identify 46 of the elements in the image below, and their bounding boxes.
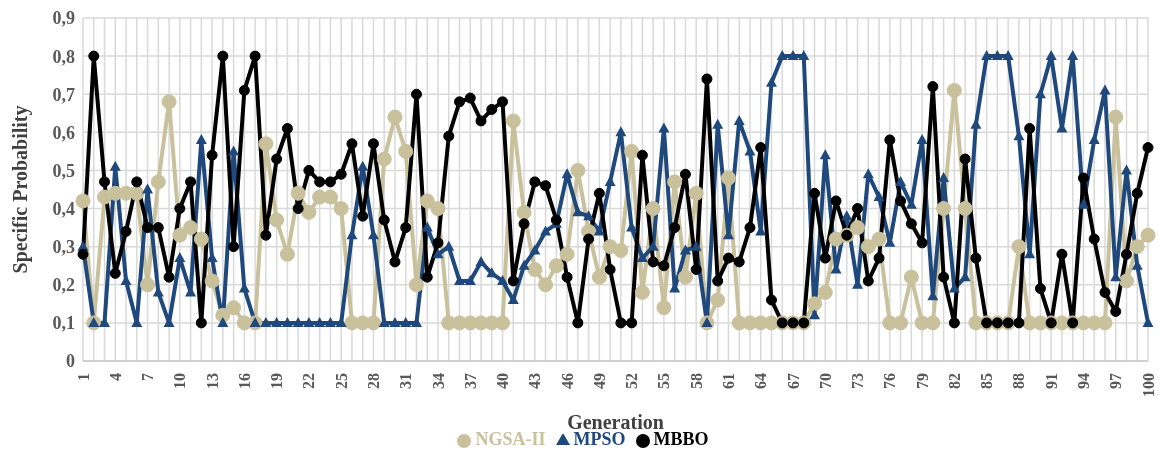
- x-tick-label: 52: [623, 373, 641, 389]
- x-tick-label: 1: [74, 373, 92, 381]
- legend-label: NGSA-II: [475, 429, 546, 449]
- x-tick-label: 10: [171, 373, 189, 389]
- x-tick-label: 4: [106, 373, 124, 381]
- x-tick-label: 67: [784, 373, 802, 389]
- x-tick-label: 64: [752, 373, 770, 389]
- y-tick-label: 0,5: [52, 160, 75, 181]
- x-tick-label: 7: [139, 373, 157, 381]
- x-tick-label: 94: [1074, 373, 1092, 389]
- x-tick-label: 76: [881, 373, 899, 389]
- x-tick-label: 85: [978, 373, 996, 389]
- y-tick-label: 0,7: [52, 84, 75, 105]
- x-tick-label: 79: [913, 373, 931, 389]
- y-tick-label: 0,4: [52, 198, 75, 219]
- x-tick-label: 73: [849, 373, 867, 389]
- y-tick-label: 0,8: [52, 46, 75, 67]
- x-tick-label: 22: [300, 373, 318, 389]
- x-tick-label: 61: [719, 373, 737, 389]
- x-tick-label: 13: [203, 373, 221, 389]
- x-tick-label: 58: [687, 373, 705, 389]
- x-tick-label: 91: [1042, 373, 1060, 389]
- x-tick-label: 100: [1139, 373, 1157, 397]
- y-tick-label: 0,6: [52, 122, 75, 143]
- y-tick-label: 0,1: [52, 313, 75, 334]
- x-tick-label: 40: [494, 373, 512, 389]
- x-tick-label: 88: [1010, 373, 1028, 389]
- y-tick-label: 0: [66, 351, 75, 372]
- x-tick-label: 34: [429, 373, 447, 389]
- x-tick-label: 19: [268, 373, 286, 389]
- x-tick-label: 25: [332, 373, 350, 389]
- y-tick-label: 0,2: [52, 275, 75, 296]
- x-tick-label: 82: [945, 373, 963, 389]
- x-tick-label: 16: [235, 373, 253, 389]
- x-tick-label: 28: [364, 373, 382, 389]
- x-tick-label: 43: [526, 373, 544, 389]
- y-axis-title: Specific Probability: [9, 105, 33, 274]
- x-tick-label: 31: [397, 373, 415, 389]
- x-tick-label: 97: [1107, 373, 1125, 389]
- x-tick-label: 37: [461, 373, 479, 389]
- x-tick-label: 70: [816, 373, 834, 389]
- x-tick-label: 49: [590, 373, 608, 389]
- y-tick-label: 0,9: [52, 8, 75, 29]
- x-tick-label: 55: [655, 373, 673, 389]
- x-tick-label: 46: [558, 373, 576, 389]
- y-tick-label: 0,3: [52, 237, 75, 258]
